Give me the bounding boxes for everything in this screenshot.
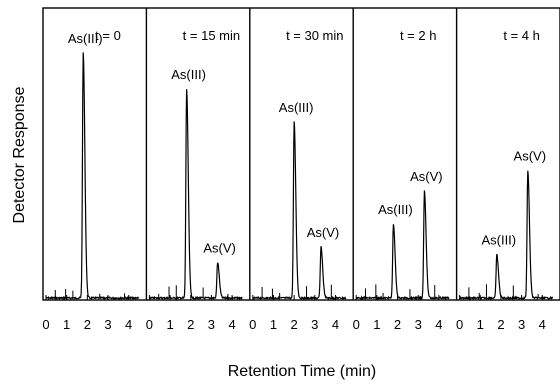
peak-label: As(V): [203, 240, 236, 255]
peak-label: As(V): [307, 225, 340, 240]
x-tick-label: 4: [435, 317, 442, 332]
peak-label: As(III): [171, 67, 206, 82]
x-tick-label: 3: [415, 317, 422, 332]
x-tick-label: 1: [270, 317, 277, 332]
time-label: t = 30 min: [286, 28, 343, 43]
panel-4: t = 2 h As(III) As(V) 0 1 2 3 4: [352, 8, 450, 332]
x-tick-label: 0: [146, 317, 153, 332]
x-tick-label: 1: [373, 317, 380, 332]
plot-frame: [42, 7, 560, 301]
x-tick-label: 2: [84, 317, 91, 332]
panel-5: t = 4 h As(III) As(V) 0 1 2 3 4: [455, 8, 554, 332]
panels-layer: t = 0As(III)0 1 2 3 4t = 15 minAs(III)As(V)0…: [42, 8, 554, 332]
peak-label: As(III): [68, 31, 103, 46]
peak-label: As(III): [481, 233, 516, 248]
x-tick-label: 2: [394, 317, 401, 332]
trace-line: [459, 170, 554, 301]
peak-label: As(V): [410, 169, 443, 184]
x-tick-label: 1: [166, 317, 173, 332]
x-tick-label: 4: [125, 317, 132, 332]
x-axis-label: Retention Time (min): [228, 363, 377, 380]
x-tick-label: 0: [353, 317, 360, 332]
panel-1: t = 0As(III) 0 1 2 3 4: [42, 28, 140, 332]
x-tick-label: 0: [456, 317, 463, 332]
time-label: t = 4 h: [503, 28, 540, 43]
x-tick-label: 4: [332, 317, 339, 332]
x-tick-label: 2: [497, 317, 504, 332]
peak-label: As(III): [279, 100, 314, 115]
x-tick-label: 3: [208, 317, 215, 332]
trace-line: [148, 89, 243, 301]
x-tick-label: 1: [477, 317, 484, 332]
trace-line: [252, 121, 347, 301]
x-tick-label: 3: [518, 317, 525, 332]
peak-label: As(V): [514, 149, 547, 164]
x-tick-label: 0: [42, 317, 49, 332]
panel-2: t = 15 min As(III) As(V) 0 1 2 3 4: [145, 8, 243, 332]
x-tick-label: 4: [539, 317, 546, 332]
trace-line: [355, 190, 450, 301]
x-tick-label: 0: [249, 317, 256, 332]
x-tick-label: 3: [104, 317, 111, 332]
x-tick-label: 4: [228, 317, 235, 332]
trace-line: [45, 52, 140, 301]
peak-label: As(III): [378, 202, 413, 217]
x-tick-label: 2: [187, 317, 194, 332]
x-tick-label: 1: [63, 317, 70, 332]
panel-3: t = 30 min As(III) As(V) 0 1 2 3 4: [249, 8, 347, 332]
time-label: t = 0: [95, 28, 121, 43]
x-tick-label: 3: [311, 317, 318, 332]
y-axis-label: Detector Response: [11, 86, 28, 223]
time-label: t = 15 min: [183, 28, 240, 43]
x-tick-label: 2: [291, 317, 298, 332]
time-label: t = 2 h: [400, 28, 437, 43]
